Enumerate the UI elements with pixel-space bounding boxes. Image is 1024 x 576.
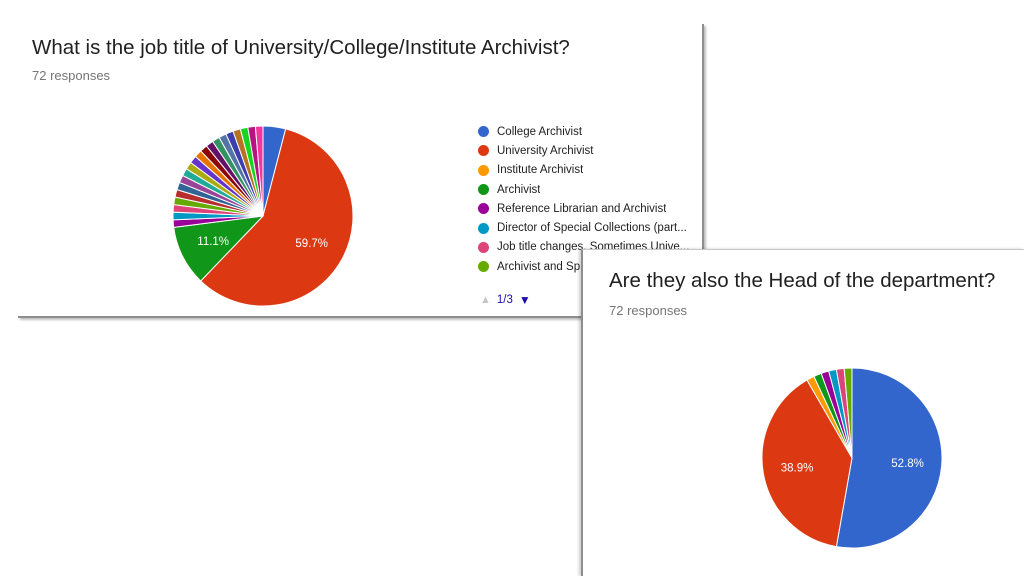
legend-label: Director of Special Collections (part... — [497, 222, 687, 235]
pager-label: 1/3 — [496, 294, 513, 306]
pie-slice-label-1: 59.7% — [295, 238, 328, 250]
pie-slice-label-0: 52.8% — [891, 458, 924, 470]
legend-item: Director of Special Collections (part... — [478, 218, 708, 237]
pie-legend: College Archivist University Archivist Ins… — [478, 122, 708, 276]
legend-swatch — [478, 261, 489, 273]
legend-item: University Archivist — [478, 141, 708, 160]
pie-slice-label-1: 38.9% — [781, 463, 814, 475]
pie-slice-7 — [843, 367, 853, 459]
legend-item: Reference Librarian and Archivist — [478, 199, 708, 218]
legend-swatch — [478, 126, 489, 138]
legend-label: Archivist and Sp — [497, 260, 581, 273]
legend-item: College Archivist — [478, 122, 708, 141]
question-title: What is the job title of University/Coll… — [32, 36, 570, 59]
legend-item: Archivist — [478, 180, 708, 199]
legend-label: Archivist — [497, 183, 541, 196]
legend-label: University Archivist — [497, 144, 594, 157]
legend-label: College Archivist — [497, 125, 583, 138]
legend-swatch — [478, 241, 489, 253]
legend-swatch — [478, 184, 489, 196]
legend-swatch — [478, 203, 489, 215]
pie-slice-1 — [200, 128, 354, 307]
head-of-department-question-card: Are they also the Head of the department… — [581, 249, 1024, 576]
triangle-down-icon[interactable]: ▼ — [518, 293, 531, 307]
legend-label: Institute Archivist — [497, 164, 584, 177]
pie-slice-0 — [835, 367, 943, 549]
job-title-pie-chart: 59.7% 11.1% — [172, 125, 354, 307]
legend-swatch — [478, 164, 489, 176]
legend-item: Institute Archivist — [478, 161, 708, 180]
job-title-question-card: What is the job title of University/Coll… — [18, 24, 704, 318]
triangle-up-icon[interactable]: ▲ — [480, 294, 491, 306]
legend-swatch — [478, 145, 489, 157]
legend-label: Reference Librarian and Archivist — [497, 202, 667, 215]
pie-slice-23 — [254, 125, 264, 217]
question-title: Are they also the Head of the department… — [609, 269, 996, 292]
head-of-department-pie-chart: 52.8% 38.9% — [761, 367, 943, 549]
legend-item: Archivist and Sp — [478, 257, 708, 276]
legend-swatch — [478, 222, 489, 234]
legend-pager: ▲ 1/3 ▼ — [480, 293, 531, 307]
responses-count: 72 responses — [609, 303, 688, 318]
pie-slice-1 — [761, 379, 853, 548]
responses-count: 72 responses — [32, 68, 111, 83]
pie-slice-label-3: 11.1% — [197, 236, 229, 248]
